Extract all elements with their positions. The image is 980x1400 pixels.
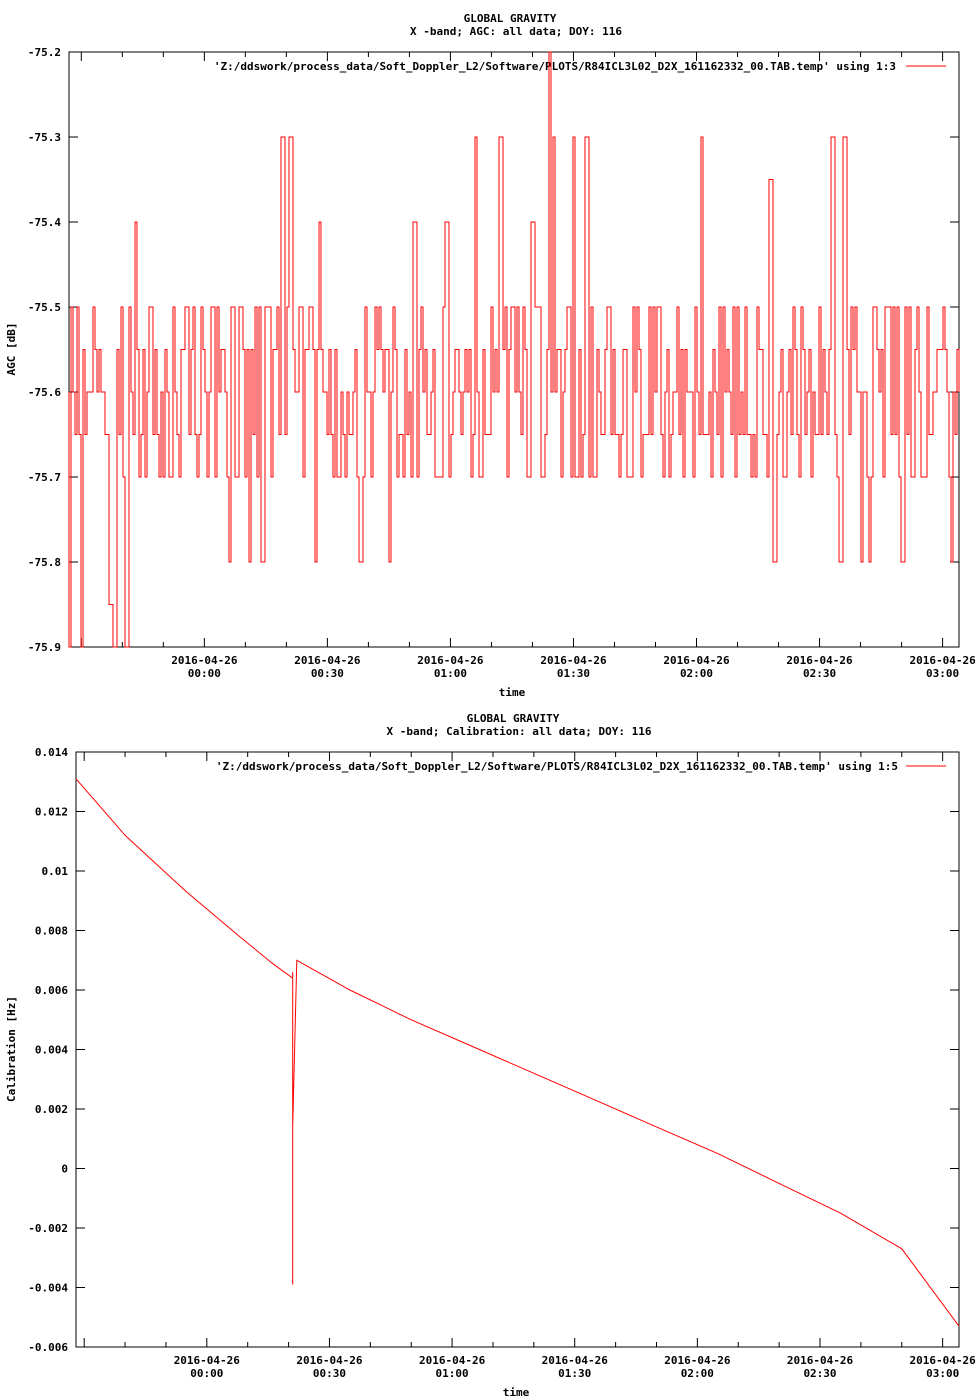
x-tick-date-label: 2016-04-26: [786, 654, 853, 667]
x-tick-date-label: 2016-04-26: [542, 1354, 609, 1367]
calibration-chart: GLOBAL GRAVITY X -band; Calibration: all…: [0, 700, 980, 1400]
x-tick-date-label: 2016-04-26: [663, 654, 730, 667]
x-tick-date-label: 2016-04-26: [910, 1354, 977, 1367]
x-tick-time-label: 01:30: [557, 667, 590, 680]
x-tick-time-label: 00:30: [311, 667, 344, 680]
x-tick-time-label: 02:30: [803, 667, 836, 680]
x-tick-time-label: 00:30: [313, 1367, 346, 1380]
y-tick-label: 0.002: [35, 1103, 68, 1116]
x-tick-date-label: 2016-04-26: [417, 654, 484, 667]
y-tick-label: -75.9: [28, 641, 61, 654]
series-line: [68, 51, 960, 648]
x-tick-date-label: 2016-04-26: [294, 654, 361, 667]
y-tick-label: -75.7: [28, 471, 61, 484]
y-tick-label: 0.006: [35, 984, 68, 997]
x-tick-date-label: 2016-04-26: [171, 654, 238, 667]
plot-frame: [75, 751, 960, 1348]
x-tick-date-label: 2016-04-26: [664, 1354, 731, 1367]
y-tick-label: 0.01: [42, 865, 69, 878]
y-axis-label: AGC [dB]: [5, 323, 18, 376]
x-axis-label: time: [499, 686, 526, 699]
x-tick-date-label: 2016-04-26: [419, 1354, 486, 1367]
y-tick-label: -75.8: [28, 556, 61, 569]
y-tick-label: -0.002: [28, 1222, 68, 1235]
y-axis-label: Calibration [Hz]: [5, 996, 18, 1102]
agc-chart: GLOBAL GRAVITY X -band; AGC: all data; D…: [5, 12, 976, 699]
chart-title: GLOBAL GRAVITY: [464, 12, 557, 25]
y-tick-label: 0.008: [35, 925, 68, 938]
y-tick-label: -0.006: [28, 1341, 68, 1354]
x-tick-time-label: 02:00: [681, 1367, 714, 1380]
x-tick-time-label: 01:30: [558, 1367, 591, 1380]
y-tick-label: 0.014: [35, 746, 68, 759]
calibration-chart-svg: GLOBAL GRAVITY X -band; Calibration: all…: [5, 712, 976, 1399]
x-tick-date-label: 2016-04-26: [787, 1354, 854, 1367]
y-tick-label: -0.004: [28, 1282, 68, 1295]
x-axis-label: time: [503, 1386, 530, 1399]
y-tick-label: -75.6: [28, 386, 61, 399]
x-tick-time-label: 00:00: [188, 667, 221, 680]
agc-chart-svg: GLOBAL GRAVITY X -band; AGC: all data; D…: [5, 12, 976, 699]
x-tick-date-label: 2016-04-26: [909, 654, 976, 667]
y-tick-label: -75.3: [28, 131, 61, 144]
legend-entry: 'Z:/ddswork/process_data/Soft_Doppler_L2…: [216, 760, 898, 773]
y-tick-label: 0.012: [35, 806, 68, 819]
x-tick-time-label: 03:00: [926, 1367, 959, 1380]
legend-entry: 'Z:/ddswork/process_data/Soft_Doppler_L2…: [214, 60, 896, 73]
chart-subtitle: X -band; Calibration: all data; DOY: 116: [387, 725, 652, 738]
plot-area: -75.2 -75.3 -75.4 -75.5 -75.6 -75.7 -75.8 -75.9…: [28, 46, 976, 680]
y-tick-label: -75.4: [28, 216, 61, 229]
y-tick-label: -75.5: [28, 301, 61, 314]
x-tick-date-label: 2016-04-26: [296, 1354, 363, 1367]
plot-area: 0.014 0.012 0.01 0.008 0.006 0.004 0.002 0 -0.00…: [28, 746, 976, 1380]
x-tick-date-label: 2016-04-26: [174, 1354, 241, 1367]
x-tick-time-label: 03:00: [926, 667, 959, 680]
x-tick-time-label: 01:00: [434, 667, 467, 680]
x-tick-date-label: 2016-04-26: [540, 654, 607, 667]
y-tick-label: -75.2: [28, 46, 61, 59]
series-line: [75, 778, 960, 1327]
x-tick-time-label: 00:00: [190, 1367, 223, 1380]
y-tick-label: 0: [61, 1163, 68, 1176]
chart-subtitle: X -band; AGC: all data; DOY: 116: [410, 25, 622, 38]
x-tick-time-label: 02:30: [803, 1367, 836, 1380]
x-tick-time-label: 02:00: [680, 667, 713, 680]
x-tick-time-label: 01:00: [436, 1367, 469, 1380]
chart-title: GLOBAL GRAVITY: [467, 712, 560, 725]
y-tick-label: 0.004: [35, 1044, 68, 1057]
